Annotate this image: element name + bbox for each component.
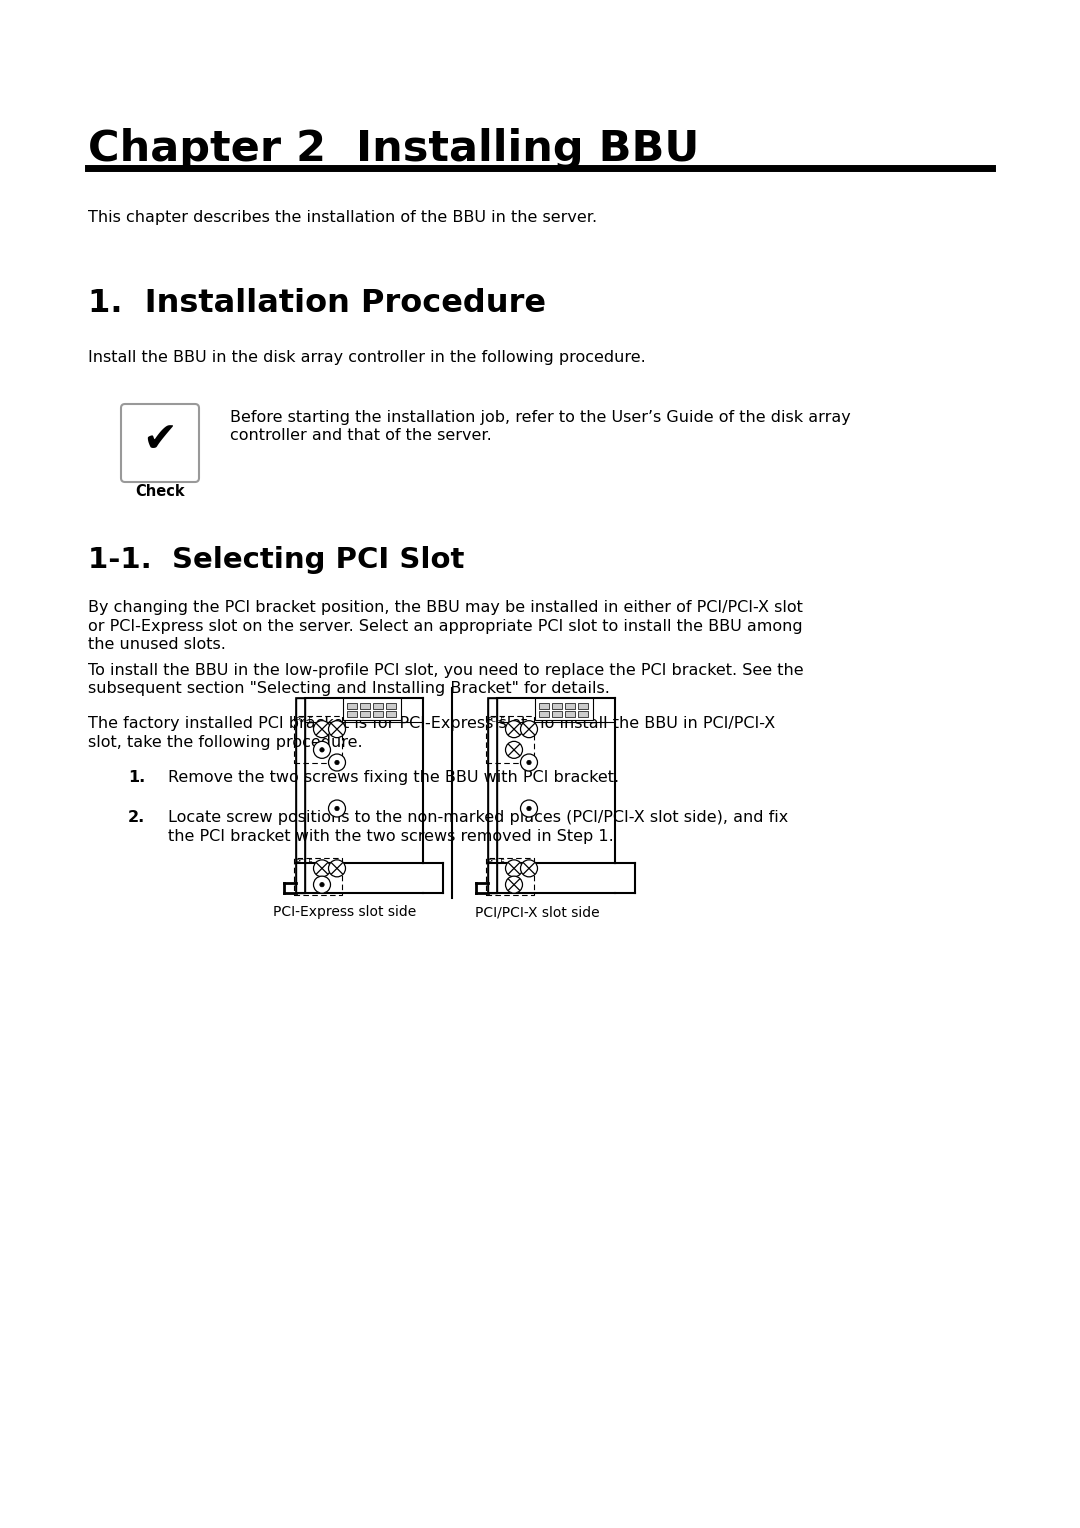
Text: subsequent section "Selecting and Installing Bracket" for details.: subsequent section "Selecting and Instal… <box>87 681 610 697</box>
Circle shape <box>313 860 330 877</box>
Circle shape <box>335 807 339 811</box>
Text: 1-1.  Selecting PCI Slot: 1-1. Selecting PCI Slot <box>87 545 464 575</box>
Circle shape <box>335 761 339 764</box>
Bar <box>386 711 396 717</box>
Circle shape <box>505 741 523 758</box>
Bar <box>565 711 575 717</box>
Text: 1.: 1. <box>129 770 145 785</box>
Text: Check: Check <box>135 484 185 500</box>
Text: Before starting the installation job, refer to the User’s Guide of the disk arra: Before starting the installation job, re… <box>230 410 851 425</box>
Circle shape <box>320 747 324 752</box>
Text: Chapter 2  Installing BBU: Chapter 2 Installing BBU <box>87 128 700 170</box>
Bar <box>535 698 593 720</box>
Text: By changing the PCI bracket position, the BBU may be installed in either of PCI/: By changing the PCI bracket position, th… <box>87 601 802 614</box>
Bar <box>343 698 401 720</box>
Text: PCI-Express slot side: PCI-Express slot side <box>273 905 417 918</box>
Bar <box>373 711 383 717</box>
Text: controller and that of the server.: controller and that of the server. <box>230 428 491 443</box>
Text: 1.  Installation Procedure: 1. Installation Procedure <box>87 287 546 319</box>
Text: slot, take the following procedure.: slot, take the following procedure. <box>87 735 363 750</box>
Circle shape <box>521 753 538 772</box>
Bar <box>294 717 342 762</box>
Circle shape <box>521 721 538 738</box>
Bar <box>296 698 305 892</box>
Bar <box>552 711 562 717</box>
Text: This chapter describes the installation of the BBU in the server.: This chapter describes the installation … <box>87 209 597 225</box>
Circle shape <box>320 883 324 886</box>
Circle shape <box>505 721 523 738</box>
Bar <box>296 698 305 892</box>
Circle shape <box>313 741 330 758</box>
Text: the PCI bracket with the two screws removed in Step 1.: the PCI bracket with the two screws remo… <box>168 828 613 843</box>
Circle shape <box>527 807 531 811</box>
Bar <box>386 703 396 709</box>
Circle shape <box>328 801 346 817</box>
Text: PCI-E: PCI-E <box>295 859 313 865</box>
Bar <box>360 711 370 717</box>
Bar <box>360 703 370 709</box>
Text: ✔: ✔ <box>143 419 177 461</box>
FancyBboxPatch shape <box>121 403 199 481</box>
Bar <box>539 711 549 717</box>
Bar <box>488 698 497 892</box>
Text: 2.: 2. <box>129 810 145 825</box>
Bar <box>486 859 534 895</box>
Bar <box>578 703 588 709</box>
Circle shape <box>328 860 346 877</box>
Text: Locate screw positions to the non-marked places (PCI/PCI-X slot side), and fix: Locate screw positions to the non-marked… <box>168 810 788 825</box>
Circle shape <box>505 860 523 877</box>
Circle shape <box>505 876 523 894</box>
Bar <box>552 703 562 709</box>
Text: Install the BBU in the disk array controller in the following procedure.: Install the BBU in the disk array contro… <box>87 350 646 365</box>
Bar <box>294 859 342 895</box>
Text: the unused slots.: the unused slots. <box>87 637 226 652</box>
Bar <box>373 703 383 709</box>
Circle shape <box>527 761 531 764</box>
Circle shape <box>521 801 538 817</box>
Text: The factory installed PCI bracket is for PCI-Express slot. To install the BBU in: The factory installed PCI bracket is for… <box>87 717 775 730</box>
Bar <box>347 711 357 717</box>
Text: To install the BBU in the low-profile PCI slot, you need to replace the PCI brac: To install the BBU in the low-profile PC… <box>87 663 804 678</box>
Bar <box>488 698 497 892</box>
Text: PCI-E: PCI-E <box>487 717 504 723</box>
Bar <box>565 703 575 709</box>
Bar <box>578 711 588 717</box>
Circle shape <box>328 753 346 772</box>
Text: PCI-E: PCI-E <box>295 717 313 723</box>
Circle shape <box>328 721 346 738</box>
Text: PCI/PCI-X slot side: PCI/PCI-X slot side <box>475 905 599 918</box>
Circle shape <box>313 876 330 894</box>
Bar <box>539 703 549 709</box>
Text: or PCI-Express slot on the server. Select an appropriate PCI slot to install the: or PCI-Express slot on the server. Selec… <box>87 619 802 634</box>
Bar <box>486 717 534 762</box>
Bar <box>347 703 357 709</box>
Text: PCI-E: PCI-E <box>487 859 504 865</box>
Circle shape <box>313 721 330 738</box>
Text: Remove the two screws fixing the BBU with PCI bracket.: Remove the two screws fixing the BBU wit… <box>168 770 619 785</box>
Circle shape <box>521 860 538 877</box>
